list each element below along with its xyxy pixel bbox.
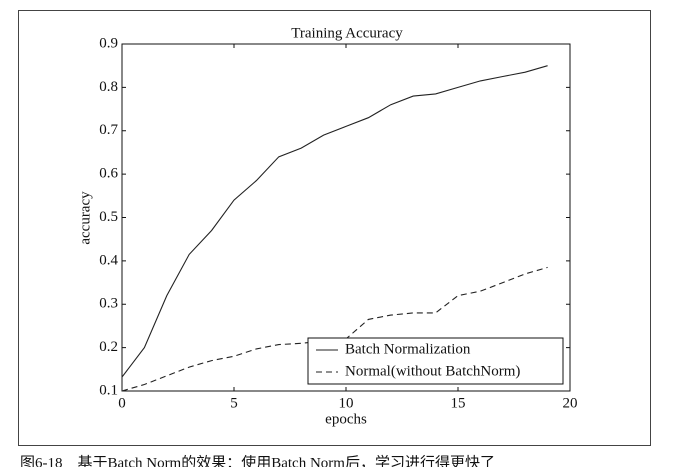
caption: 图6-18 基于Batch Norm的效果：使用Batch Norm后，学习进行… bbox=[20, 454, 495, 467]
x-tick-label: 5 bbox=[230, 395, 238, 411]
figure-frame bbox=[18, 10, 651, 446]
legend-label: Batch Normalization bbox=[345, 341, 471, 357]
x-tick-label: 20 bbox=[563, 395, 578, 411]
y-tick-label: 0.1 bbox=[99, 382, 118, 398]
y-tick-label: 0.5 bbox=[99, 209, 118, 225]
y-tick-label: 0.7 bbox=[99, 122, 118, 138]
legend-label: Normal(without BatchNorm) bbox=[345, 363, 520, 379]
y-tick-label: 0.4 bbox=[99, 252, 118, 268]
chart-title: Training Accuracy bbox=[291, 25, 403, 41]
y-tick-label: 0.3 bbox=[99, 296, 118, 312]
y-tick-label: 0.2 bbox=[99, 339, 118, 355]
x-tick-label: 15 bbox=[451, 395, 466, 411]
y-tick-label: 0.8 bbox=[99, 79, 118, 95]
y-tick-label: 0.6 bbox=[99, 166, 118, 182]
x-axis-label: epochs bbox=[325, 411, 367, 427]
legend-box bbox=[307, 337, 564, 385]
x-tick-label: 10 bbox=[339, 395, 354, 411]
series-line bbox=[121, 65, 548, 378]
x-tick-label: 0 bbox=[118, 395, 126, 411]
y-axis-label: accuracy bbox=[77, 191, 93, 245]
y-tick-label: 0.9 bbox=[99, 35, 118, 51]
